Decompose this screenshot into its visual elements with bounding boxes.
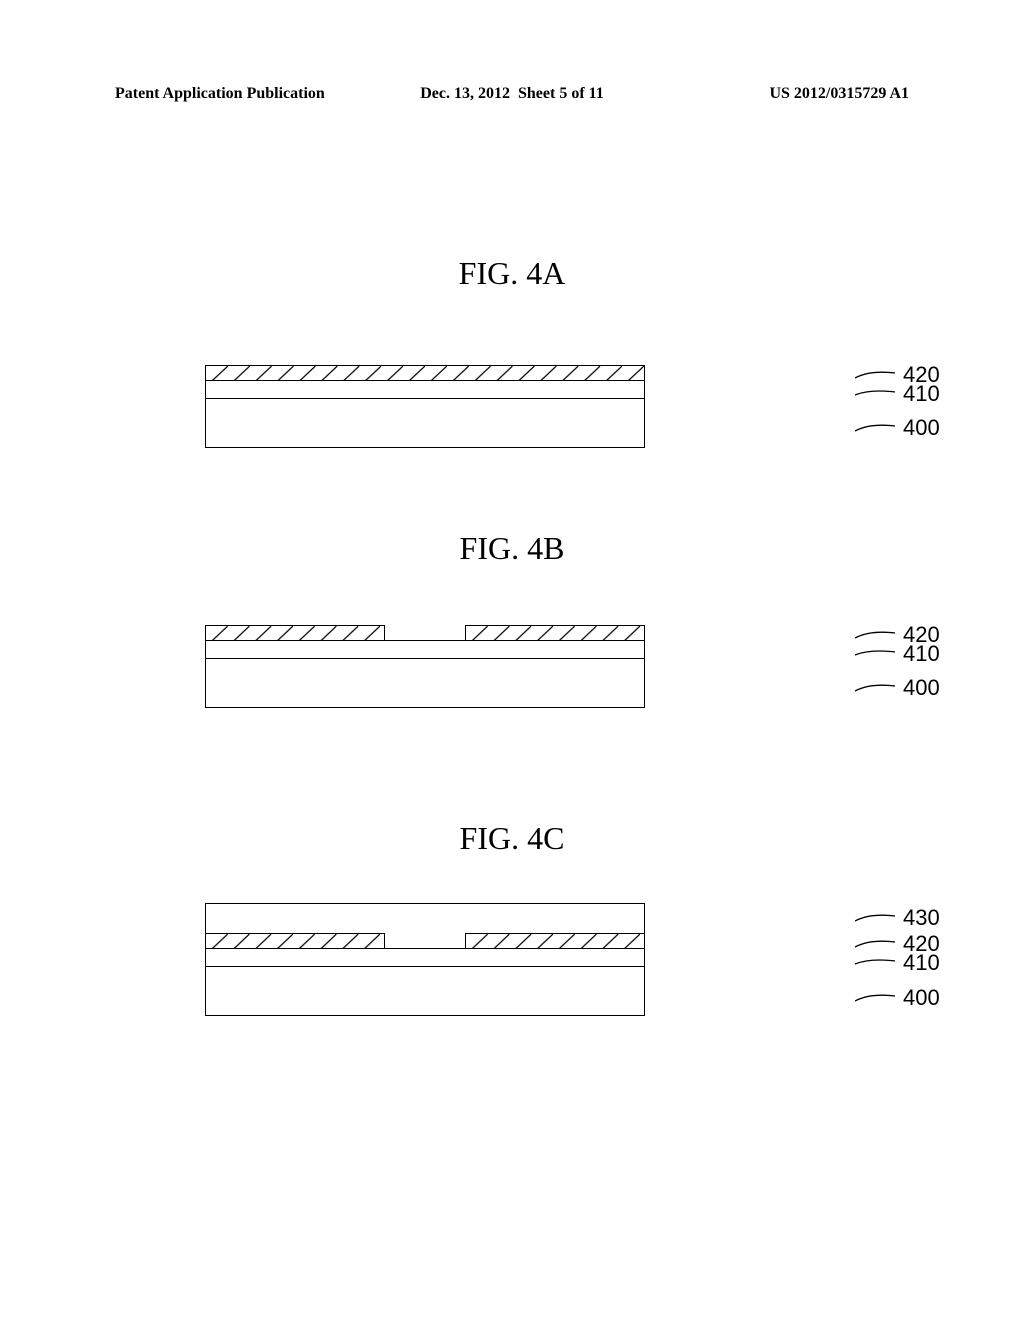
header-date-sheet: Dec. 13, 2012 Sheet 5 of 11 <box>420 85 604 103</box>
leader-line-icon <box>855 647 900 662</box>
layer-420-4a <box>205 365 645 380</box>
layer-420-left-4b <box>205 625 385 640</box>
layer-400-4b <box>205 658 645 708</box>
hatch-pattern-icon <box>466 626 644 640</box>
diagram-4c: 430 420 410 400 <box>205 903 645 1016</box>
leader-line-icon <box>855 991 900 1006</box>
leader-line-icon <box>855 681 900 696</box>
ref-label-400-4c: 400 <box>855 985 940 1011</box>
figure-label-4c: FIG. 4C <box>0 820 1024 857</box>
layer-430-4c <box>205 903 645 933</box>
header-publication-type: Patent Application Publication <box>115 85 420 103</box>
diagram-4b: 420 410 400 <box>205 625 645 708</box>
layer-420-right-4c <box>465 933 645 948</box>
leader-line-icon <box>855 387 900 402</box>
ref-label-410-4c: 410 <box>855 950 940 976</box>
leader-line-icon <box>855 956 900 971</box>
layer-420-4b <box>205 625 645 640</box>
layer-400-4a <box>205 398 645 448</box>
layer-stack-4b <box>205 625 645 708</box>
ref-label-400-4b: 400 <box>855 675 940 701</box>
page-header: Patent Application Publication Dec. 13, … <box>115 85 909 103</box>
diagram-4a: 420 410 400 <box>205 365 645 448</box>
layer-stack-4a <box>205 365 645 448</box>
ref-label-410-4a: 410 <box>855 381 940 407</box>
hatch-pattern-icon <box>206 626 384 640</box>
leader-line-icon <box>855 421 900 436</box>
hatch-pattern-icon <box>206 366 644 380</box>
layer-420-4c <box>205 933 645 948</box>
ref-label-430-4c: 430 <box>855 905 940 931</box>
ref-label-400-4a: 400 <box>855 415 940 441</box>
layer-400-4c <box>205 966 645 1016</box>
hatch-pattern-icon <box>466 934 644 948</box>
figure-label-4b: FIG. 4B <box>0 530 1024 567</box>
layer-420-left-4c <box>205 933 385 948</box>
layer-410-4b <box>205 640 645 658</box>
header-pub-number: US 2012/0315729 A1 <box>604 85 909 103</box>
ref-label-410-4b: 410 <box>855 641 940 667</box>
figure-label-4a: FIG. 4A <box>0 255 1024 292</box>
layer-410-4a <box>205 380 645 398</box>
layer-410-4c <box>205 948 645 966</box>
hatch-pattern-icon <box>206 934 384 948</box>
layer-stack-4c <box>205 903 645 1016</box>
leader-line-icon <box>855 911 900 926</box>
layer-420-right-4b <box>465 625 645 640</box>
